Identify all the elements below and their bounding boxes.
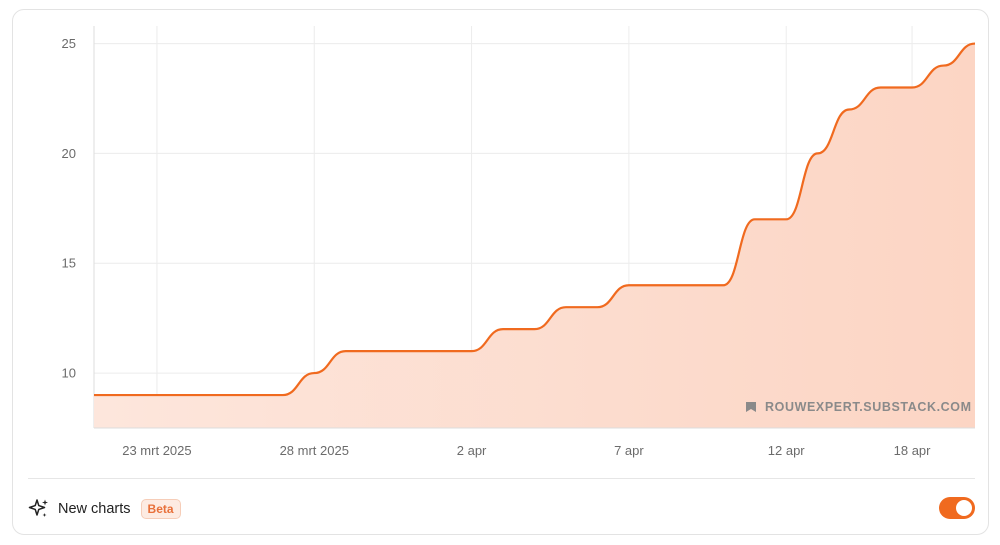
series-line <box>94 42 976 397</box>
y-tick-label: 10 <box>62 366 76 381</box>
x-tick-label: 2 apr <box>457 443 487 458</box>
bookmark-icon <box>746 402 756 412</box>
footer-divider <box>28 478 975 479</box>
x-tick-label: 28 mrt 2025 <box>280 443 349 458</box>
area-fill <box>94 43 975 429</box>
y-tick-label: 15 <box>62 256 76 271</box>
x-tick-label: 23 mrt 2025 <box>122 443 191 458</box>
y-tick-label: 25 <box>62 36 76 51</box>
x-tick-label: 7 apr <box>614 443 644 458</box>
new-charts-toggle[interactable] <box>939 497 975 519</box>
y-tick-label: 20 <box>62 146 76 161</box>
chart-footer: New charts Beta <box>28 494 975 524</box>
new-charts-label: New charts <box>58 501 131 517</box>
toggle-knob <box>956 500 972 516</box>
x-tick-label: 18 apr <box>894 443 932 458</box>
beta-badge: Beta <box>140 499 181 519</box>
sparkle-icon <box>28 498 50 520</box>
watermark-text: ROUWEXPERT.SUBSTACK.COM <box>765 400 972 414</box>
x-tick-label: 12 apr <box>768 443 806 458</box>
